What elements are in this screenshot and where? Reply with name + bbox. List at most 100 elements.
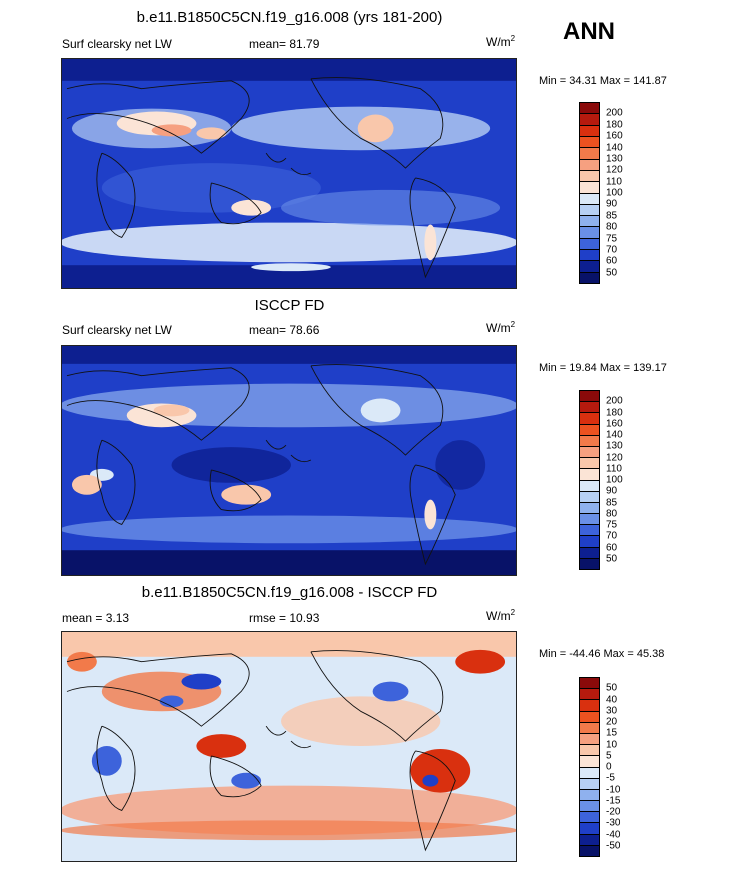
colorbar-swatch (580, 204, 599, 217)
colorbar-tick-label: 15 (606, 727, 618, 739)
panel1-mean: mean= 81.79 (249, 37, 320, 51)
colorbar-tick-label: 110 (606, 463, 622, 475)
colorbar-swatch (580, 435, 599, 447)
colorbar-tick-label: 30 (606, 705, 618, 717)
colorbar-tick-label: 110 (606, 176, 622, 188)
colorbar-tick-label: -50 (606, 840, 621, 852)
colorbar-swatch (580, 689, 599, 701)
panel3-rmse: rmse = 10.93 (249, 611, 320, 625)
colorbar-tick-label: 75 (606, 519, 618, 531)
panel1-colorbar (579, 102, 600, 284)
colorbar-tick-label: 50 (606, 682, 618, 694)
colorbar-swatch (580, 514, 599, 526)
colorbar-swatch (580, 170, 599, 183)
colorbar-tick-label: 60 (606, 542, 618, 553)
colorbar-swatch (580, 216, 599, 228)
colorbar-swatch (580, 272, 599, 283)
colorbar-swatch (580, 114, 599, 126)
colorbar-swatch (580, 767, 599, 779)
colorbar-swatch (580, 391, 599, 403)
colorbar-tick-label: 180 (606, 119, 623, 131)
colorbar-swatch (580, 536, 599, 548)
colorbar-swatch (580, 424, 599, 436)
colorbar-tick-label: 85 (606, 210, 618, 222)
colorbar-swatch (580, 413, 599, 425)
colorbar-swatch (580, 789, 599, 802)
colorbar-swatch (580, 733, 599, 746)
colorbar-swatch (580, 125, 599, 137)
colorbar-swatch (580, 700, 599, 712)
colorbar-swatch (580, 678, 599, 690)
colorbar-swatch (580, 480, 599, 492)
colorbar-tick-label: 100 (606, 187, 623, 199)
panel2-minmax: Min = 19.84 Max = 139.17 (539, 362, 667, 374)
panel2-variable-label: Surf clearsky net LW (62, 323, 172, 337)
colorbar-swatch (580, 845, 599, 856)
colorbar-swatch (580, 812, 599, 824)
colorbar-tick-label: 40 (606, 694, 618, 705)
panel2-title: ISCCP FD (254, 297, 325, 314)
panel1-minmax: Min = 34.31 Max = 141.87 (539, 75, 667, 87)
colorbar-tick-label: 90 (606, 198, 618, 210)
colorbar-tick-label: 50 (606, 553, 618, 565)
panel1-units: W/m2 (486, 34, 516, 49)
colorbar-tick-label: 80 (606, 221, 618, 233)
colorbar-swatch (580, 446, 599, 459)
colorbar-swatch (580, 823, 599, 835)
colorbar-tick-label: 50 (606, 267, 618, 279)
colorbar-tick-label: -30 (606, 817, 621, 829)
panel3-units: W/m2 (486, 608, 516, 623)
colorbar-tick-label: 200 (606, 107, 623, 119)
colorbar-tick-label: 130 (606, 440, 623, 452)
colorbar-swatch (580, 745, 599, 757)
panel1-map (61, 58, 517, 289)
panel3-minmax: Min = -44.46 Max = 45.38 (539, 648, 665, 660)
colorbar-swatch (580, 250, 599, 262)
panel1-title: b.e11.B1850C5CN.f19_g16.008 (yrs 181-200… (136, 9, 443, 26)
colorbar-tick-label: -10 (606, 784, 621, 795)
colorbar-tick-label: 130 (606, 153, 623, 165)
colorbar-swatch (580, 193, 599, 205)
panel2-units: W/m2 (486, 320, 516, 335)
colorbar-swatch (580, 148, 599, 160)
colorbar-tick-label: 200 (606, 395, 623, 407)
panel3-title: b.e11.B1850C5CN.f19_g16.008 - ISCCP FD (141, 584, 438, 601)
panel2-colorbar (579, 390, 600, 570)
colorbar-swatch (580, 801, 599, 813)
colorbar-tick-label: 160 (606, 418, 623, 430)
colorbar-swatch (580, 238, 599, 251)
panel2-mean: mean= 78.66 (249, 323, 320, 337)
colorbar-swatch (580, 756, 599, 768)
colorbar-tick-label: 10 (606, 739, 618, 750)
colorbar-swatch (580, 834, 599, 846)
colorbar-tick-label: 180 (606, 407, 623, 418)
colorbar-swatch (580, 402, 599, 414)
colorbar-tick-label: 60 (606, 255, 618, 267)
panel3-mean: mean = 3.13 (62, 611, 130, 625)
colorbar-swatch (580, 778, 599, 790)
colorbar-tick-label: 85 (606, 497, 618, 508)
panel2-map (61, 345, 517, 576)
colorbar-tick-label: 140 (606, 142, 623, 153)
colorbar-swatch (580, 711, 599, 723)
panel1-variable-label: Surf clearsky net LW (62, 37, 172, 51)
colorbar-tick-label: 20 (606, 716, 618, 728)
season-label: ANN (563, 18, 615, 45)
colorbar-tick-label: 80 (606, 508, 618, 520)
colorbar-tick-label: -15 (606, 795, 621, 807)
colorbar-swatch (580, 458, 599, 470)
colorbar-tick-label: 5 (606, 750, 612, 762)
colorbar-tick-label: 140 (606, 429, 623, 441)
colorbar-swatch (580, 103, 599, 115)
colorbar-tick-label: 70 (606, 530, 618, 542)
colorbar-swatch (580, 136, 599, 149)
colorbar-tick-label: -20 (606, 806, 621, 818)
colorbar-swatch (580, 525, 599, 537)
colorbar-tick-label: 75 (606, 233, 618, 244)
colorbar-tick-label: 90 (606, 485, 618, 497)
colorbar-tick-label: 0 (606, 761, 612, 773)
colorbar-swatch (580, 558, 599, 569)
panel3-map (61, 631, 517, 862)
colorbar-swatch (580, 159, 599, 171)
colorbar-tick-label: 120 (606, 164, 623, 176)
